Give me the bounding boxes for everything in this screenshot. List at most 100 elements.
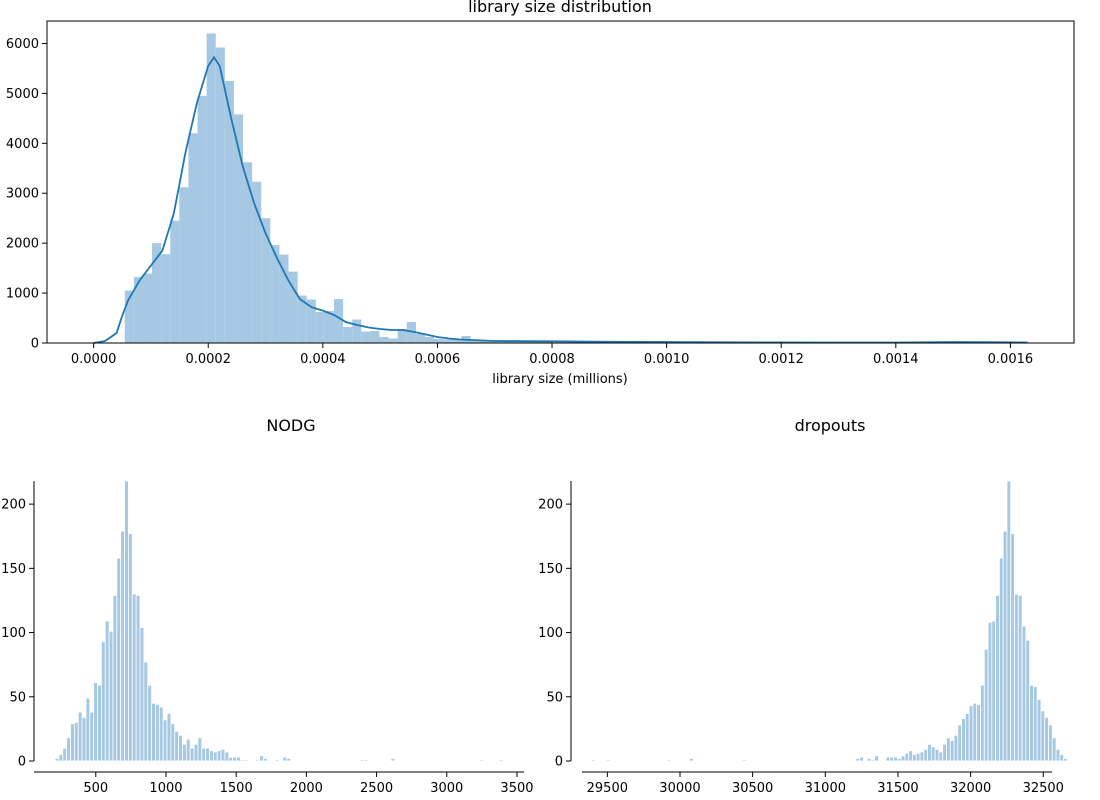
dropouts-bar	[964, 713, 970, 762]
nodg-bar	[178, 734, 183, 762]
library-size-x-tick-label: 0.0002	[185, 352, 231, 367]
nodg-bar	[243, 759, 249, 762]
nodg-bar	[116, 557, 122, 762]
dropouts-bar	[942, 743, 947, 762]
dropouts-bar	[968, 705, 974, 762]
nodg-bar	[89, 711, 95, 762]
nodg-bar	[66, 737, 71, 762]
nodg-bar	[100, 641, 106, 762]
library-size-y-tick-label: 0	[31, 337, 39, 352]
dropouts-bar	[666, 759, 672, 762]
dropouts-bar	[1036, 698, 1042, 762]
dropouts-bar	[742, 759, 747, 762]
dropouts-bar	[953, 734, 959, 762]
nodg-bar	[85, 697, 91, 762]
nodg-x-tick-label: 2500	[360, 781, 393, 796]
dropouts-x-tick-label: 30000	[659, 781, 700, 796]
library-size-bar	[188, 133, 198, 343]
nodg-bar	[139, 627, 145, 762]
dropouts-bar	[976, 704, 981, 762]
dropouts-bar	[961, 718, 966, 762]
library-size-bar	[470, 339, 480, 343]
library-size-bar	[425, 337, 435, 343]
dropouts-bar	[930, 746, 936, 762]
nodg-bar	[151, 702, 156, 762]
library-size-y-tick-label: 3000	[6, 187, 39, 202]
nodg-bar	[286, 758, 291, 762]
dropouts-bar	[896, 758, 902, 762]
library-size-bar	[334, 299, 344, 343]
dropouts-bar	[934, 749, 940, 762]
dropouts-bar	[1002, 530, 1008, 762]
nodg-bar	[97, 684, 102, 762]
nodg-bars	[54, 480, 504, 762]
nodg-bar	[209, 750, 214, 762]
library-size-x-tick-label: 0.0016	[988, 352, 1034, 367]
library-size-bar	[270, 245, 280, 343]
dropouts-bar	[957, 724, 963, 762]
nodg-bar	[255, 759, 261, 762]
dropouts-bar	[900, 755, 906, 762]
dropouts-bar	[995, 594, 1000, 762]
dropouts-bar	[1048, 724, 1053, 762]
nodg-bar	[205, 747, 210, 762]
library-size-bar	[161, 254, 171, 343]
library-size-bar	[397, 329, 407, 343]
library-size-y-ticks: 0 1000 2000 3000 4000 5000 6000	[6, 37, 47, 352]
library-size-bar	[370, 331, 380, 343]
dropouts-bar	[1063, 758, 1068, 762]
dropouts-bar	[1010, 533, 1015, 762]
dropouts-bar	[855, 758, 861, 762]
dropouts-bar	[606, 759, 611, 762]
library-size-bar	[324, 311, 335, 343]
nodg-bar	[81, 716, 87, 762]
library-size-bar	[415, 334, 426, 343]
library-size-bar	[243, 162, 253, 343]
library-size-bar	[443, 339, 453, 343]
nodg-bar	[162, 719, 168, 762]
dropouts-bar	[938, 751, 944, 762]
nodg-x-tick-label: 1000	[149, 781, 182, 796]
library-size-y-tick-label: 4000	[6, 137, 39, 152]
nodg-bar	[104, 620, 110, 762]
library-size-bar	[315, 312, 325, 343]
nodg-bar	[479, 759, 485, 762]
library-size-bar	[170, 220, 180, 343]
nodg-bar	[390, 758, 396, 762]
dropouts-bar	[1014, 593, 1019, 762]
dropouts-y-tick-label: 0	[555, 755, 563, 770]
nodg-bar	[128, 533, 133, 762]
nodg-bar	[212, 751, 218, 762]
nodg-bar	[197, 737, 203, 762]
nodg-bar	[263, 758, 268, 762]
nodg-bar	[239, 759, 245, 762]
nodg-bar	[143, 661, 149, 762]
dropouts-bar	[859, 756, 864, 762]
library-size-bar	[252, 181, 262, 343]
library-size-bar	[297, 295, 307, 343]
nodg-bar	[93, 682, 98, 762]
nodg-x-tick-label: 2000	[290, 781, 323, 796]
dropouts-bar	[874, 755, 879, 762]
nodg-bar	[193, 743, 199, 762]
dropouts-bar	[987, 621, 993, 762]
dropouts-bar	[870, 759, 876, 762]
dropouts-x-ticks: 29500 30000 30500 31000 31500 32000 32500	[587, 772, 1064, 796]
dropouts-panel: dropouts 29500 30000 30500 31000 31500 32000 3…	[538, 416, 1068, 796]
library-size-x-tick-label: 0.0008	[529, 352, 575, 367]
dropouts-bar	[912, 754, 917, 762]
library-size-bar	[288, 271, 298, 343]
library-size-bar	[497, 341, 507, 343]
nodg-bar	[232, 756, 237, 762]
nodg-bar	[224, 751, 230, 762]
nodg-bar	[170, 723, 176, 762]
dropouts-bar	[590, 759, 596, 762]
dropouts-bar	[866, 758, 872, 762]
dropouts-bar	[991, 620, 997, 762]
library-size-bar	[215, 47, 225, 343]
nodg-bar	[363, 759, 369, 762]
nodg-bar	[158, 706, 164, 762]
dropouts-bar	[1006, 480, 1012, 762]
library-size-bar	[388, 338, 398, 343]
nodg-bar	[155, 704, 160, 762]
